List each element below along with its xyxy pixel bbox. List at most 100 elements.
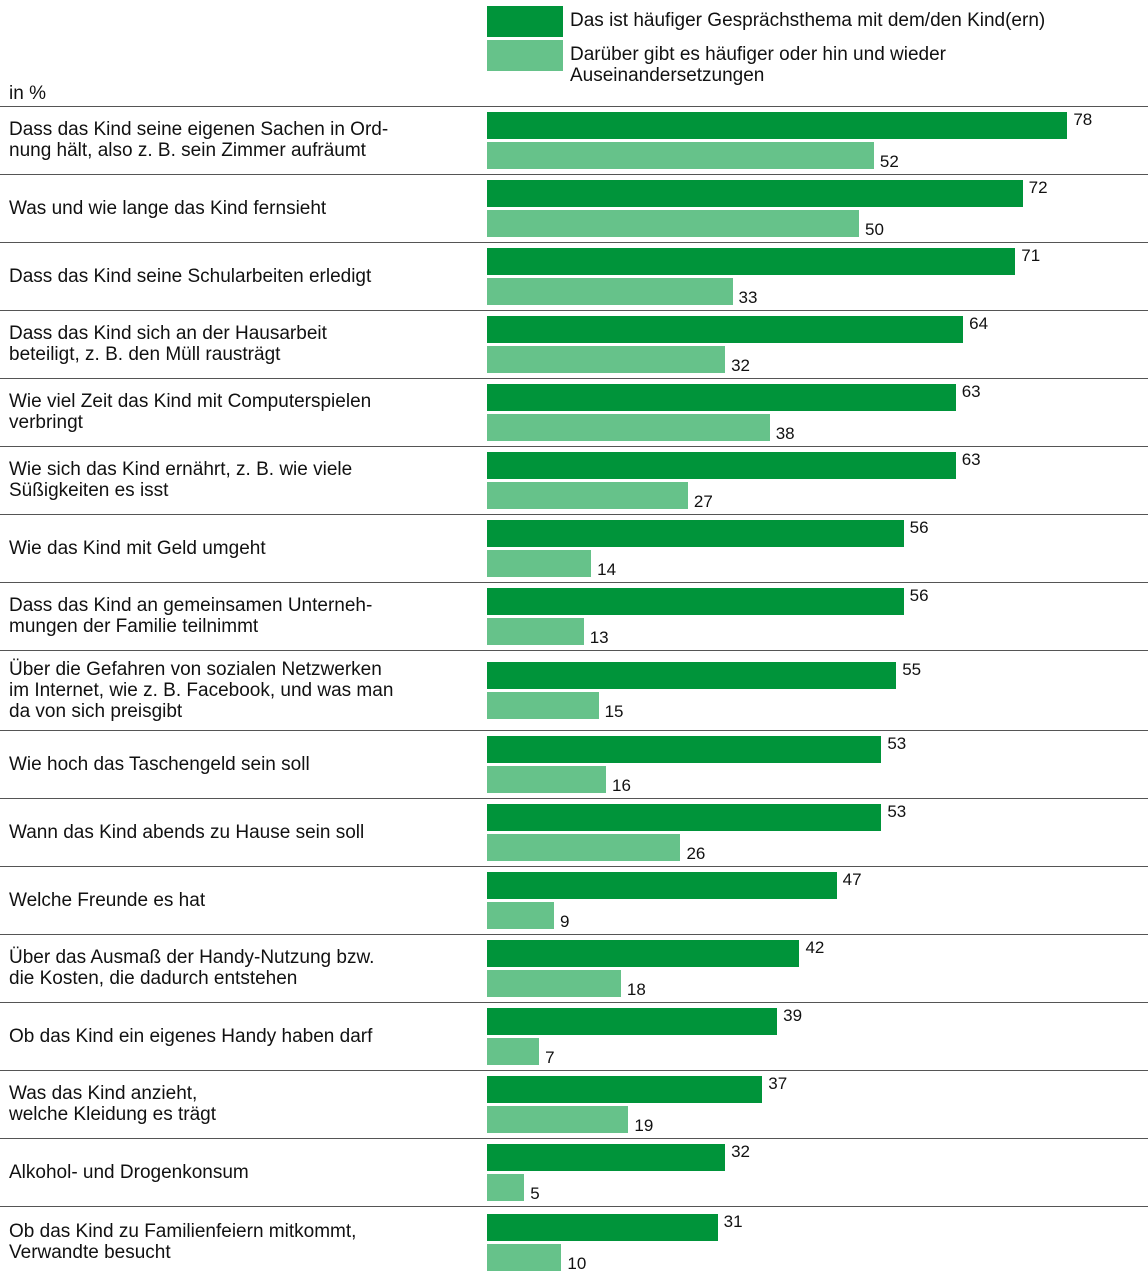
category-label: Was das Kind anzieht, welche Kleidung es… (9, 1083, 217, 1125)
legend-item-argument: Darüber gibt es häufiger oder hin und wi… (487, 40, 946, 86)
bar-argument (487, 1106, 629, 1133)
value-label: 13 (589, 628, 609, 647)
bar-topic (487, 588, 904, 615)
value-label: 7 (545, 1048, 555, 1067)
value-label: 31 (723, 1212, 743, 1231)
row-separator (0, 1002, 1148, 1003)
value-label: 52 (879, 152, 899, 171)
value-label: 5 (530, 1184, 540, 1203)
value-label: 15 (604, 702, 624, 721)
value-label: 78 (1073, 110, 1093, 129)
bar-topic (487, 1008, 778, 1035)
value-label: 64 (969, 314, 989, 333)
bar-topic (487, 248, 1016, 275)
value-label: 26 (686, 844, 706, 863)
bar-argument (487, 142, 874, 169)
bar-argument (487, 692, 599, 719)
bar-argument (487, 1244, 562, 1271)
bar-topic (487, 1076, 763, 1103)
category-label: Über das Ausmaß der Handy-Nutzung bzw. d… (9, 947, 375, 989)
bar-topic (487, 1144, 726, 1171)
legend-label-argument: Darüber gibt es häufiger oder hin und wi… (570, 44, 947, 86)
value-label: 56 (909, 518, 929, 537)
bar-argument (487, 1174, 525, 1201)
bar-argument (487, 834, 681, 861)
value-label: 55 (902, 660, 922, 679)
row-separator (0, 1070, 1148, 1071)
category-label: Wie viel Zeit das Kind mit Computerspiel… (9, 391, 372, 433)
value-label: 33 (738, 288, 758, 307)
row-separator (0, 174, 1148, 175)
legend-swatch-argument (487, 40, 563, 71)
value-label: 14 (597, 560, 617, 579)
bar-topic (487, 1214, 718, 1241)
category-label: Alkohol- und Drogenkonsum (9, 1161, 249, 1183)
legend-item-topic: Das ist häufiger Gesprächsthema mit dem/… (487, 6, 1045, 37)
category-label: Was und wie lange das Kind fernsieht (9, 197, 327, 219)
row-separator (0, 514, 1148, 515)
bar-argument (487, 1038, 540, 1065)
row-separator (0, 798, 1148, 799)
category-label: Ob das Kind ein eigenes Handy haben darf (9, 1025, 373, 1047)
row-separator (0, 106, 1148, 107)
row-separator (0, 242, 1148, 243)
row-separator (0, 1206, 1148, 1207)
value-label: 19 (634, 1116, 654, 1135)
category-label: Dass das Kind sich an der Hausarbeit bet… (9, 323, 327, 365)
bar-topic (487, 940, 800, 967)
value-label: 71 (1021, 246, 1041, 265)
row-separator (0, 378, 1148, 379)
bar-topic (487, 804, 882, 831)
category-label: Dass das Kind an gemeinsamen Unterneh- m… (9, 595, 373, 637)
bar-topic (487, 180, 1023, 207)
bar-argument (487, 970, 621, 997)
bar-topic (487, 384, 956, 411)
bar-argument (487, 278, 733, 305)
value-label: 47 (842, 870, 862, 889)
value-label: 63 (961, 382, 981, 401)
bar-argument (487, 414, 770, 441)
row-separator (0, 730, 1148, 731)
row-separator (0, 650, 1148, 651)
value-label: 72 (1028, 178, 1048, 197)
unit-label: in % (9, 83, 46, 104)
bar-argument (487, 346, 726, 373)
bar-topic (487, 520, 904, 547)
value-label: 18 (626, 980, 646, 999)
row-separator (0, 866, 1148, 867)
value-label: 42 (805, 938, 825, 957)
value-label: 32 (731, 1142, 750, 1161)
value-label: 9 (559, 912, 570, 931)
value-label: 56 (909, 586, 929, 605)
legend-swatch-topic (487, 6, 563, 37)
category-label: Dass das Kind seine eigenen Sachen in Or… (9, 119, 389, 161)
value-label: 27 (693, 492, 713, 511)
category-label: Wie hoch das Taschengeld sein soll (9, 753, 310, 775)
value-label: 39 (783, 1006, 803, 1025)
bar-argument (487, 902, 554, 929)
value-label: 63 (961, 450, 981, 469)
legend-label-topic: Das ist häufiger Gesprächsthema mit dem/… (570, 10, 1046, 31)
value-label: 50 (865, 220, 884, 239)
row-separator (0, 582, 1148, 583)
bar-topic (487, 662, 897, 689)
value-label: 32 (731, 356, 750, 375)
bar-topic (487, 736, 882, 763)
value-label: 16 (612, 776, 631, 795)
category-label: Wann das Kind abends zu Hause sein soll (9, 821, 365, 843)
category-label: Wie sich das Kind ernährt, z. B. wie vie… (9, 459, 353, 501)
row-separator (0, 1138, 1148, 1139)
bar-argument (487, 618, 584, 645)
bar-topic (487, 452, 956, 479)
row-separator (0, 446, 1148, 447)
value-label: 37 (768, 1074, 788, 1093)
category-label: Über die Gefahren von sozialen Netzwerke… (9, 658, 394, 722)
row-separator (0, 934, 1148, 935)
value-label: 53 (887, 734, 907, 753)
row-separator (0, 310, 1148, 311)
value-label: 38 (775, 424, 795, 443)
bar-topic (487, 872, 837, 899)
category-label: Wie das Kind mit Geld umgeht (9, 537, 266, 559)
bar-argument (487, 210, 859, 237)
